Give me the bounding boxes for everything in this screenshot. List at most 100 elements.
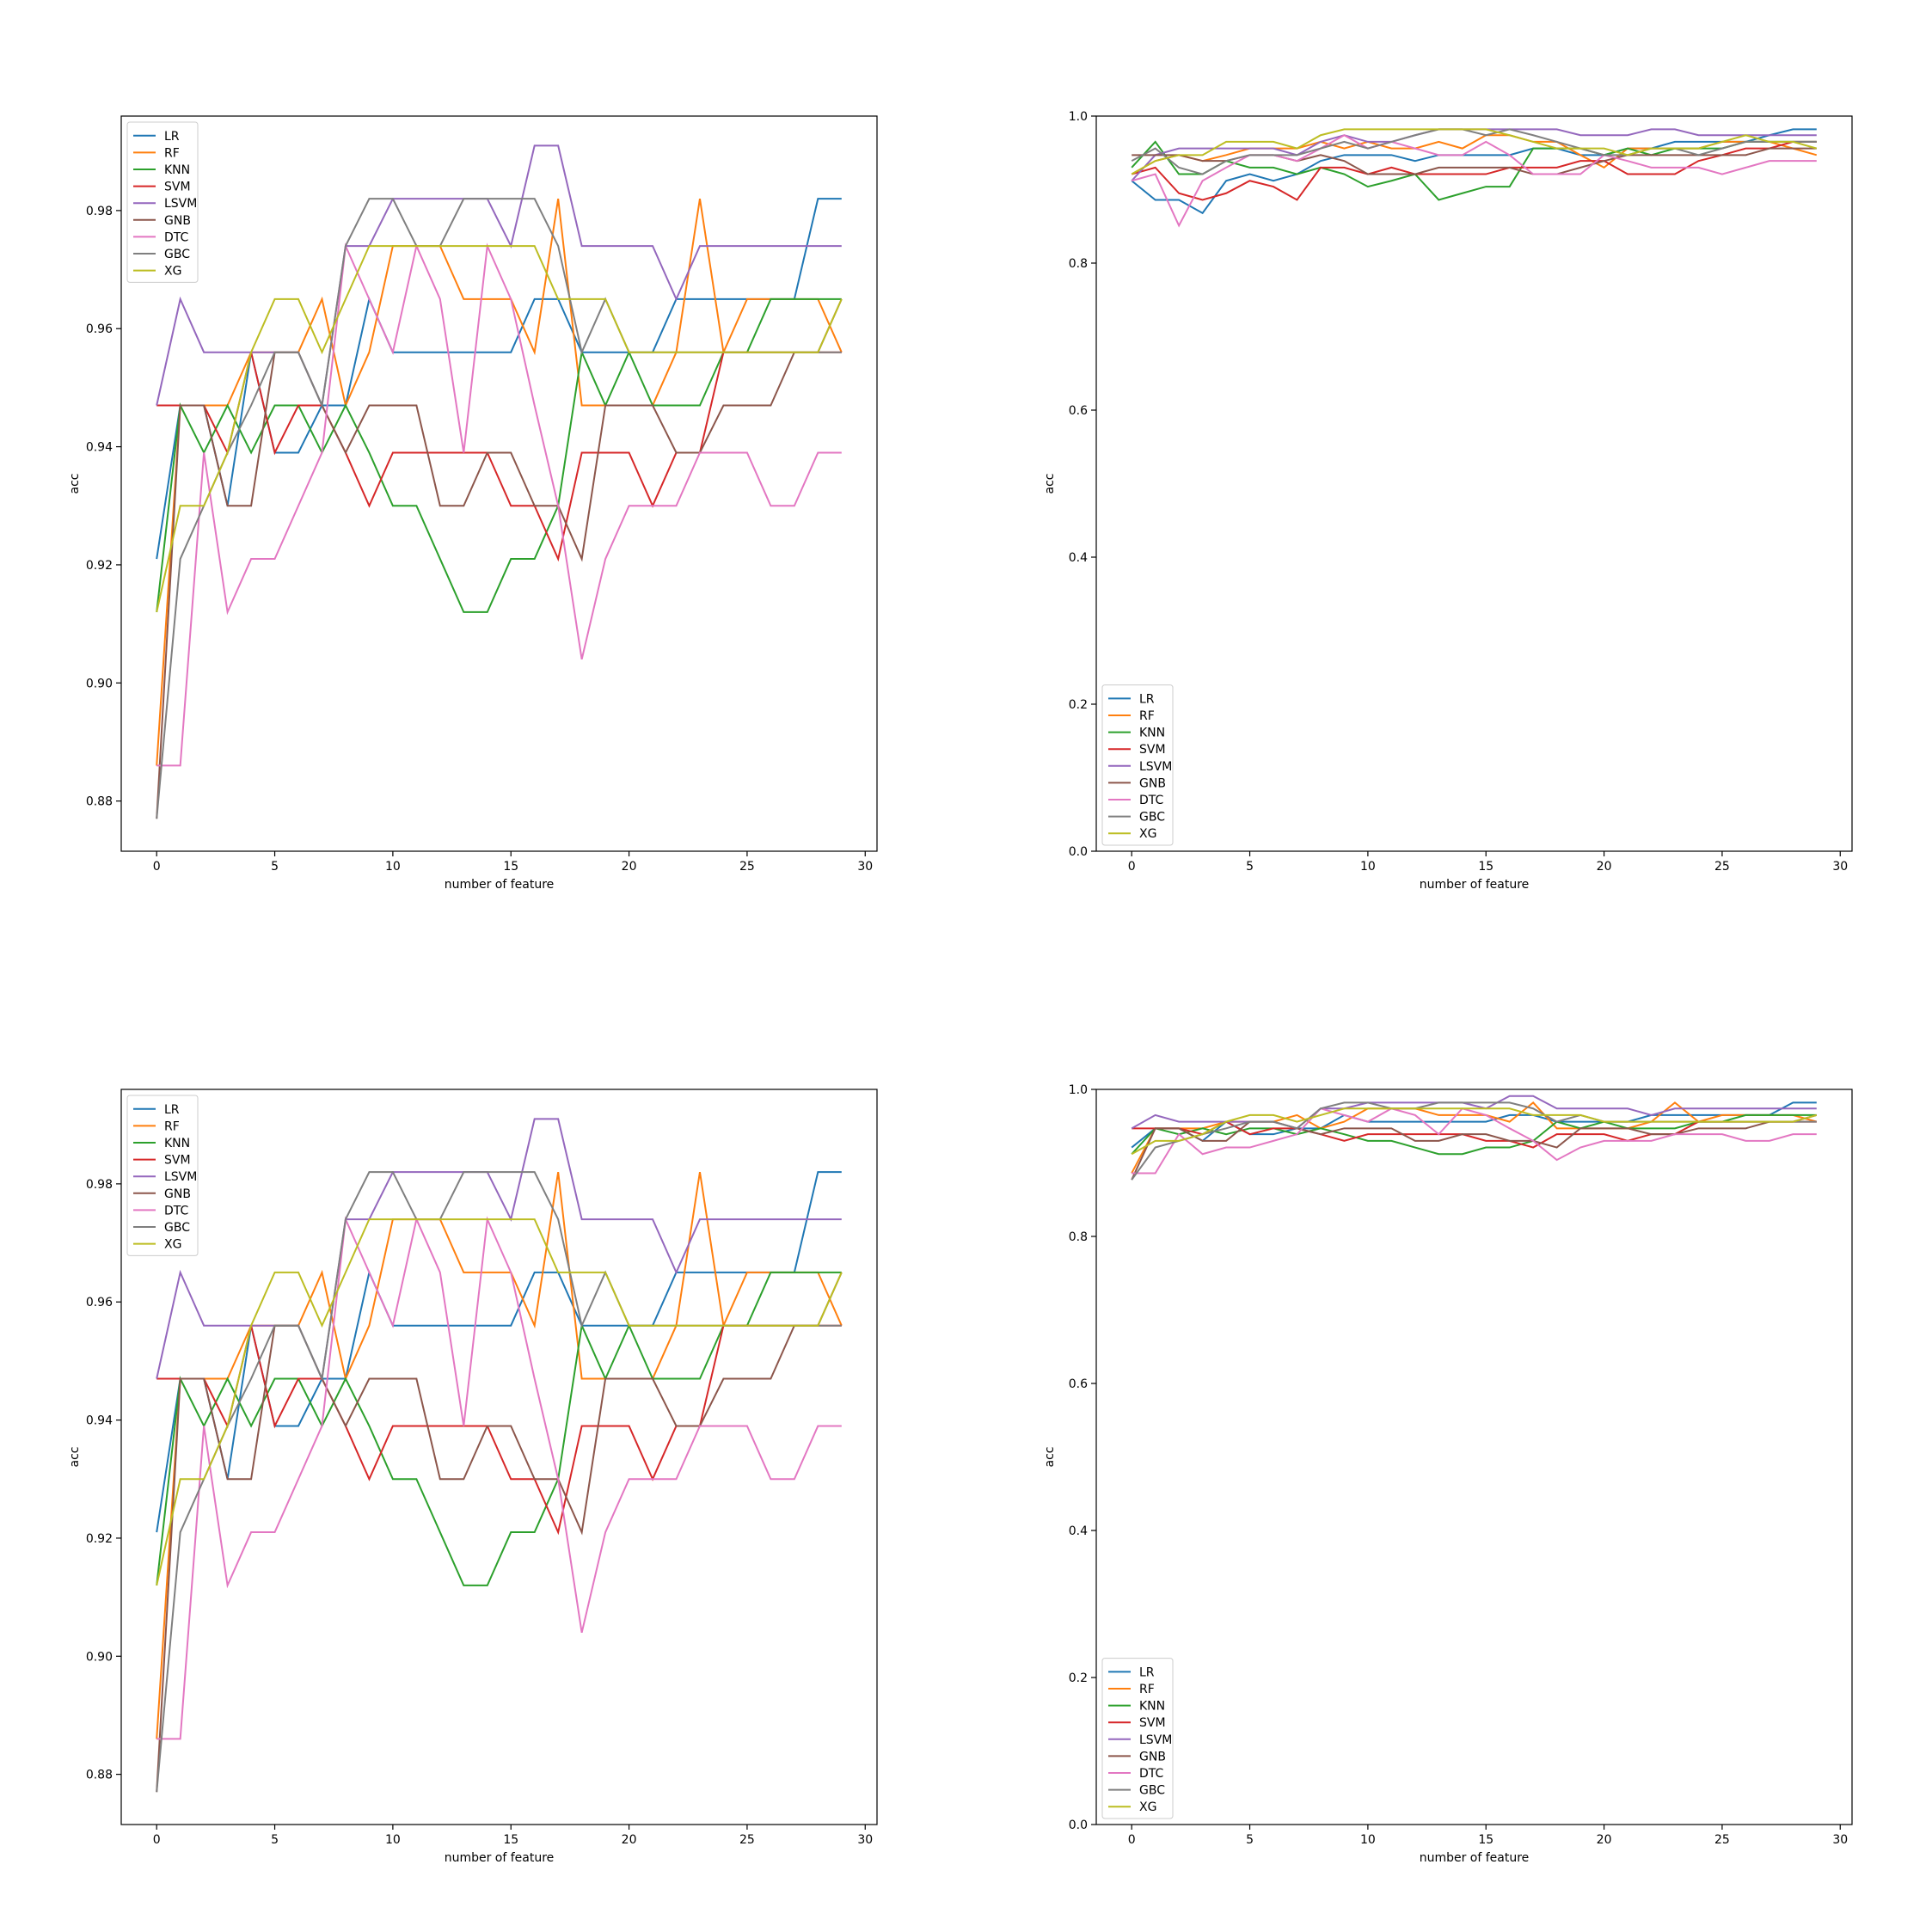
legend-label-gbc: GBC — [1139, 811, 1165, 825]
legend-label-gnb: GNB — [164, 1187, 191, 1201]
x-tick-label: 10 — [1360, 860, 1376, 874]
series-lines — [156, 144, 843, 819]
series-line-gbc — [1131, 1101, 1817, 1181]
x-tick-label: 20 — [1597, 1833, 1612, 1847]
legend-label-svm: SVM — [164, 181, 191, 194]
x-tick-label: 0 — [1128, 1833, 1136, 1847]
x-axis-label: number of feature — [445, 878, 555, 892]
legend-label-xg: XG — [164, 265, 181, 279]
legend-label-svm: SVM — [1139, 1716, 1166, 1730]
legend-label-gbc: GBC — [164, 1221, 190, 1235]
series-line-gnb — [1131, 1113, 1818, 1181]
legend-label-lr: LR — [164, 1103, 180, 1117]
legend-label-gbc: GBC — [164, 248, 190, 261]
legend-label-gbc: GBC — [1139, 1784, 1165, 1798]
series-line-xg — [156, 245, 843, 613]
x-tick-label: 0 — [153, 1833, 161, 1847]
legend-label-gnb: GNB — [164, 214, 191, 228]
y-tick-label: 0.96 — [86, 1296, 113, 1309]
y-tick-label: 0.98 — [86, 1178, 113, 1192]
legend-label-lr: LR — [1139, 692, 1155, 706]
legend-label-knn: KNN — [164, 1137, 190, 1150]
series-line-gbc — [156, 198, 842, 819]
legend: LR RF KNN SVM LSVM GNB DTC GBC XG — [1101, 1658, 1174, 1819]
x-tick-label: 25 — [739, 1833, 755, 1847]
chart-panel-3: 0 5 10 15 20 25 30 0.88 0.90 0.92 0.94 0.96 0.98 numb… — [68, 1089, 878, 1865]
series-line-xg — [1131, 1107, 1818, 1156]
y-axis-label: acc — [1043, 474, 1057, 494]
legend-label-lr: LR — [164, 130, 180, 144]
y-tick-label: 0.4 — [1069, 551, 1088, 565]
legend-label-xg: XG — [1139, 827, 1156, 841]
series-line-rf — [156, 1171, 843, 1739]
series-line-dtc — [156, 242, 842, 767]
legend-label-rf: RF — [1139, 1683, 1155, 1696]
x-tick-label: 15 — [503, 860, 518, 874]
legend-label-dtc: DTC — [164, 1204, 189, 1217]
y-tick-label: 0.4 — [1069, 1524, 1088, 1538]
series-line-lsvm — [1131, 1095, 1817, 1130]
legend-box — [126, 121, 199, 283]
legend-label-xg: XG — [1139, 1800, 1156, 1814]
x-tick-label: 5 — [1246, 860, 1254, 874]
x-tick-label: 10 — [1360, 1833, 1376, 1847]
legend-label-knn: KNN — [164, 163, 190, 177]
series-line-xg — [1131, 128, 1818, 175]
x-tick-label: 15 — [503, 1833, 518, 1847]
x-tick-label: 10 — [385, 1833, 401, 1847]
series-lines — [156, 1118, 843, 1793]
y-tick-label: 1.0 — [1069, 110, 1088, 124]
axes-frame — [1095, 115, 1853, 852]
legend-label-xg: XG — [164, 1238, 181, 1252]
series-line-lsvm — [156, 144, 842, 409]
legend-label-knn: KNN — [1139, 727, 1165, 740]
y-tick-label: 1.0 — [1069, 1083, 1088, 1097]
series-line-lr — [1131, 128, 1817, 215]
x-tick-label: 5 — [1246, 1833, 1254, 1847]
x-tick-label: 5 — [271, 1833, 279, 1847]
legend-label-svm: SVM — [1139, 743, 1166, 757]
legend-label-dtc: DTC — [1139, 1767, 1164, 1781]
x-tick-label: 25 — [1714, 1833, 1730, 1847]
legend-box — [126, 1095, 199, 1256]
legend-label-dtc: DTC — [1139, 794, 1164, 807]
x-tick-label: 30 — [857, 860, 873, 874]
legend: LR RF KNN SVM LSVM GNB DTC GBC XG — [126, 1095, 199, 1256]
y-tick-label: 0.88 — [86, 795, 113, 809]
x-tick-label: 20 — [622, 1833, 637, 1847]
series-line-gbc — [1131, 128, 1817, 175]
x-tick-label: 0 — [1128, 860, 1136, 874]
x-tick-label: 30 — [1832, 1833, 1848, 1847]
x-tick-label: 25 — [739, 860, 755, 874]
x-tick-label: 30 — [1832, 860, 1848, 874]
y-tick-label: 0.8 — [1069, 257, 1088, 271]
legend-box — [1101, 1658, 1174, 1819]
y-tick-label: 0.2 — [1069, 1671, 1088, 1685]
x-tick-label: 10 — [385, 860, 401, 874]
y-tick-label: 0.98 — [86, 205, 113, 218]
y-axis-label: acc — [68, 474, 82, 494]
y-axis-label: acc — [68, 1447, 82, 1468]
legend-label-dtc: DTC — [164, 230, 189, 244]
series-line-dtc — [1131, 134, 1817, 228]
series-line-rf — [156, 198, 843, 766]
series-line-xg — [156, 1218, 843, 1586]
series-line-gnb — [156, 298, 843, 819]
axes-frame — [120, 1089, 878, 1825]
legend-label-rf: RF — [164, 1119, 180, 1133]
axes-frame — [1095, 1089, 1853, 1825]
legend-label-lsvm: LSVM — [1139, 1733, 1172, 1747]
x-tick-label: 5 — [271, 860, 279, 874]
series-line-knn — [1131, 140, 1817, 201]
legend-box — [1101, 684, 1174, 846]
legend-label-knn: KNN — [1139, 1700, 1165, 1714]
series-lines — [1131, 128, 1818, 228]
legend: LR RF KNN SVM LSVM GNB DTC GBC XG — [126, 121, 199, 283]
chart-panel-4: 0 5 10 15 20 25 30 0.0 0.2 0.4 0.6 0.8 1.0 number of … — [1043, 1083, 1853, 1865]
y-axis-label: acc — [1043, 1447, 1057, 1468]
y-tick-label: 0.92 — [86, 1532, 113, 1546]
y-tick-label: 0.8 — [1069, 1230, 1088, 1244]
series-line-gbc — [156, 1171, 842, 1793]
y-tick-label: 0.2 — [1069, 698, 1088, 712]
